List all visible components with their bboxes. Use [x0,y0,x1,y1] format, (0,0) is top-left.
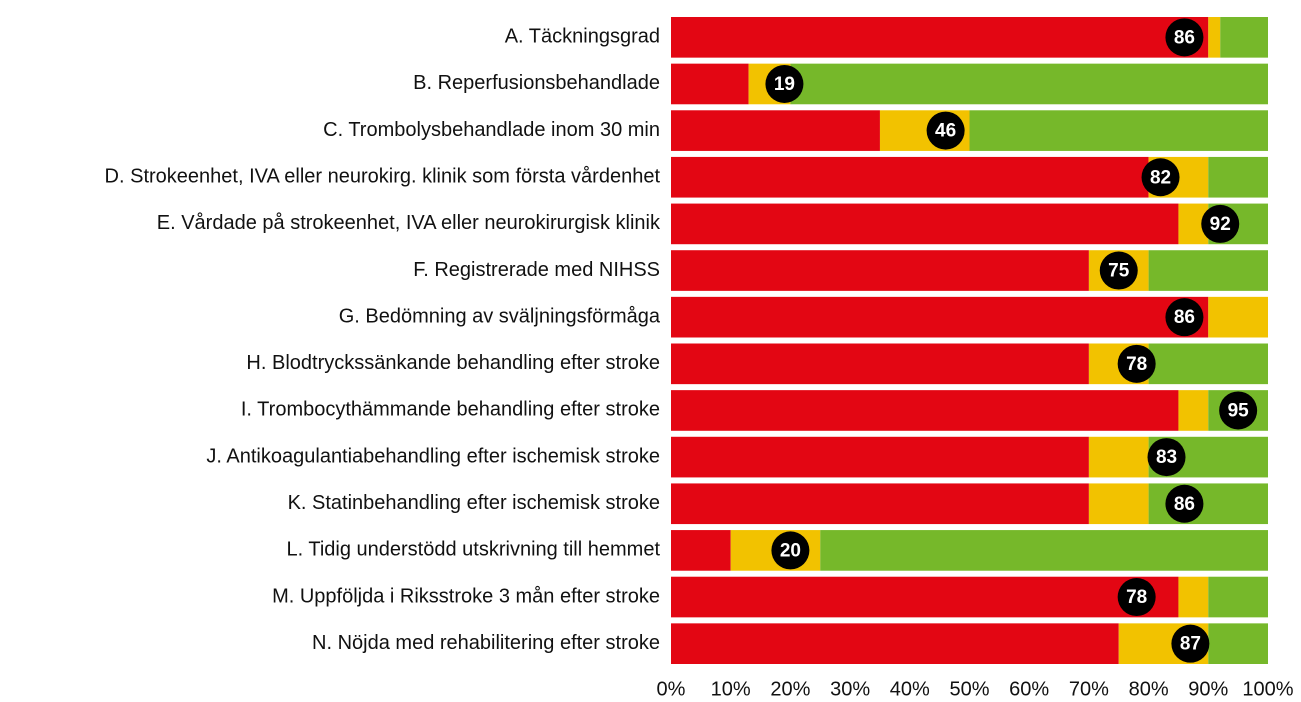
marker [1099,251,1138,290]
marker [1141,158,1180,197]
marker [926,111,965,150]
marker [1147,438,1186,477]
bar-segment [671,296,1209,338]
marker [1165,484,1204,523]
bar-segment [671,623,1119,664]
marker-label: 86 [1174,27,1195,48]
x-tick-label: 40% [890,678,930,700]
bar-segment [1148,343,1268,385]
marker-label: 82 [1150,167,1171,188]
category-label: F. Registrerade med NIHSS [413,259,660,281]
marker-label: 86 [1174,494,1195,515]
category-label: G. Bedömning av sväljningsförmåga [339,305,661,327]
marker-label: 19 [774,74,795,95]
bar-segment [1088,483,1149,525]
x-tick-label: 80% [1129,678,1169,700]
marker [765,64,804,103]
marker [1117,578,1156,617]
bar-segment [1208,296,1268,338]
bar-segment [671,110,880,151]
bar-segment [671,576,1179,618]
x-tick-label: 30% [830,678,870,700]
category-label: A. Täckningsgrad [505,26,660,48]
category-label: B. Reperfusionsbehandlade [413,72,660,94]
bar-segment [671,343,1089,385]
bar-segment [1178,576,1209,618]
category-label: C. Trombolysbehandlade inom 30 min [323,119,660,141]
marker-label: 86 [1174,307,1195,328]
marker [1171,624,1210,663]
marker [1117,344,1156,383]
x-tick-label: 50% [949,678,989,700]
marker-label: 87 [1180,634,1201,655]
bar-segment [1208,623,1268,664]
x-tick-label: 60% [1009,678,1049,700]
marker-label: 20 [780,540,801,561]
bar-segment [671,203,1179,245]
marker [1219,391,1258,430]
marker [1201,204,1240,243]
x-tick-label: 70% [1069,678,1109,700]
category-label: N. Nöjda med rehabilitering efter stroke [312,632,660,654]
category-label: H. Blodtryckssänkande behandling efter s… [246,352,660,374]
bar-segment [1088,436,1149,478]
category-label: K. Statinbehandling efter ischemisk stro… [288,492,660,514]
marker-label: 46 [935,121,956,142]
marker [1165,18,1204,57]
bar-segment [1148,250,1268,291]
marker-label: 95 [1228,400,1250,421]
bar-segment [671,63,749,105]
category-label: M. Uppföljda i Riksstroke 3 mån efter st… [272,585,660,607]
marker-label: 92 [1210,214,1231,235]
bar-segment [671,156,1149,198]
marker [771,531,810,570]
bar-segment [1220,17,1268,58]
x-tick-label: 100% [1242,678,1293,700]
bar-segment [969,110,1268,151]
bar-segment [671,530,731,571]
x-tick-label: 90% [1188,678,1228,700]
category-label: D. Strokeenhet, IVA eller neurokirg. kli… [105,166,661,188]
category-label: E. Vårdade på strokeenhet, IVA eller neu… [157,212,661,234]
bar-segment [671,483,1089,525]
marker-label: 83 [1156,447,1177,468]
category-label: J. Antikoagulantiabehandling efter ische… [206,445,660,467]
x-tick-label: 10% [711,678,751,700]
bar-segment [790,63,1268,105]
marker-label: 78 [1126,587,1147,608]
bar-segment [1208,17,1221,58]
category-label: I. Trombocythämmande behandling efter st… [241,399,660,421]
marker-label: 75 [1108,261,1130,282]
x-tick-label: 20% [770,678,810,700]
x-tick-label: 0% [657,678,686,700]
bar-segment [671,390,1179,431]
bar-segment [671,17,1209,58]
bar-segment [820,530,1268,571]
bar-segment [1208,576,1268,618]
bar-segment [671,250,1089,291]
bar-segment [1178,390,1209,431]
marker [1165,298,1204,337]
marker-label: 78 [1126,354,1147,375]
bar-segment [671,436,1089,478]
bar-segment [1208,156,1268,198]
category-label: L. Tidig understödd utskrivning till hem… [286,539,660,561]
